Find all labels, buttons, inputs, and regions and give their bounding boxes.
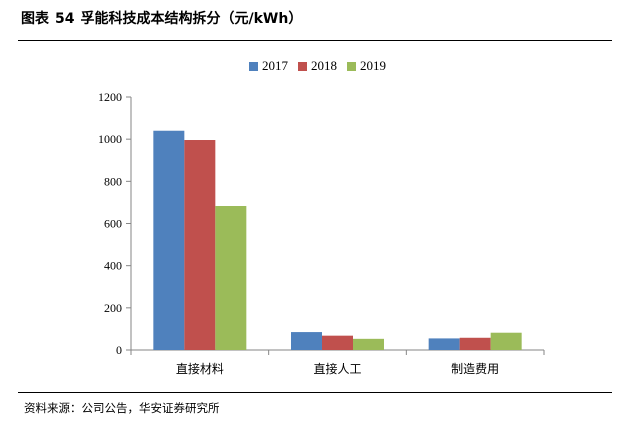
chart-legend: 2017 2018 2019 bbox=[249, 58, 386, 74]
source-rule bbox=[18, 392, 612, 393]
bar-2018-3 bbox=[459, 337, 491, 350]
bar-2019-3 bbox=[490, 332, 522, 350]
bar-2018-1 bbox=[184, 140, 216, 350]
y-tick-label: 1200 bbox=[98, 90, 122, 104]
figure-label: 图表 bbox=[21, 11, 49, 27]
figure-number: 54 bbox=[55, 11, 75, 27]
legend-label-2018: 2018 bbox=[311, 58, 337, 73]
legend-item-2018: 2018 bbox=[298, 58, 337, 74]
bar-chart: 0 200 400 600 800 1000 1200 直接材料 直接人工 制造费用 bbox=[98, 90, 545, 376]
y-tick-label: 600 bbox=[104, 217, 122, 231]
title-rule bbox=[18, 40, 612, 41]
figure-title: 图表 54 孚能科技成本结构拆分（元/kWh） bbox=[21, 10, 302, 28]
legend-item-2019: 2019 bbox=[347, 58, 386, 74]
bar-2017-1 bbox=[153, 130, 185, 350]
legend-swatch-2019 bbox=[347, 61, 356, 71]
y-tick-label: 200 bbox=[104, 301, 122, 315]
legend-swatch-2018 bbox=[298, 61, 307, 71]
bar-2019-2 bbox=[353, 338, 384, 350]
x-category-label: 直接人工 bbox=[313, 361, 361, 376]
legend-label-2017: 2017 bbox=[262, 58, 288, 73]
source-note: 资料来源：公司公告，华安证券研究所 bbox=[24, 401, 220, 415]
x-category-label: 直接材料 bbox=[176, 361, 224, 376]
bar-2018-2 bbox=[322, 335, 353, 350]
x-category-label: 制造费用 bbox=[451, 362, 499, 376]
figure-title-text: 孚能科技成本结构拆分（元/kWh） bbox=[80, 11, 303, 27]
y-tick-label: 400 bbox=[104, 259, 122, 273]
y-tick-label: 0 bbox=[116, 343, 122, 357]
plot-area: 0 200 400 600 800 1000 1200 直接材料 直接人工 制造费用 bbox=[98, 90, 545, 376]
legend-label-2019: 2019 bbox=[360, 58, 386, 73]
bar-2017-2 bbox=[291, 332, 322, 350]
legend-swatch-2017 bbox=[249, 61, 258, 71]
bar-2017-3 bbox=[428, 338, 460, 350]
y-tick-label: 800 bbox=[104, 174, 122, 188]
bar-2019-1 bbox=[215, 206, 247, 350]
legend-item-2017: 2017 bbox=[249, 58, 288, 74]
y-tick-label: 1000 bbox=[98, 132, 122, 146]
